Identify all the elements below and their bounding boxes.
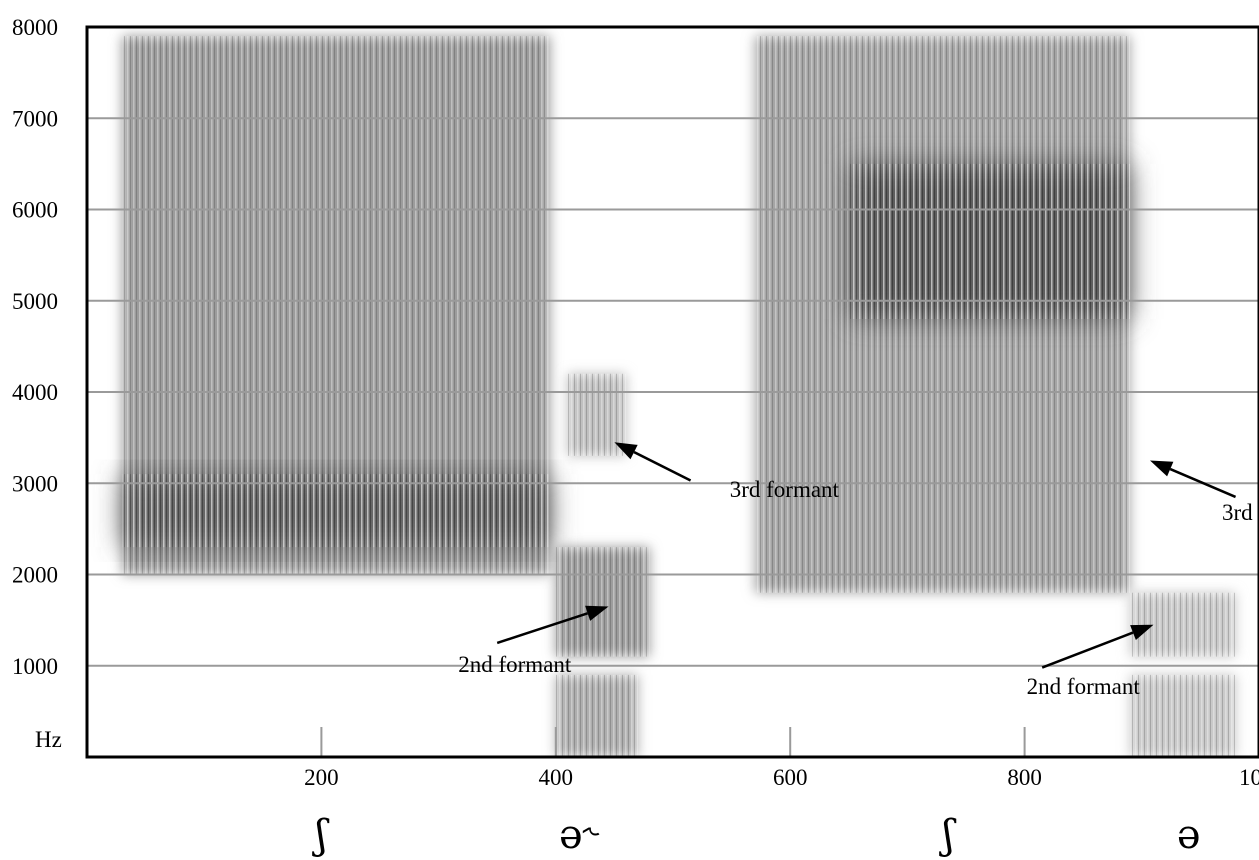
- segment-label-2: ə˞: [559, 812, 600, 858]
- annotation-arrow-line: [1169, 467, 1237, 499]
- y-tick-label-8000: 8000: [12, 15, 58, 40]
- x-tick-label-1000: 1000ms: [1239, 765, 1259, 790]
- striation-vowel-1st-formant: [555, 674, 638, 757]
- striation-overlay: [122, 36, 1236, 757]
- striation-vowel-2nd-formant: [1130, 592, 1236, 657]
- phonetic-segment-labels: ʃ ə˞ ʃ ə: [312, 812, 1201, 858]
- y-tick-label-4000: 4000: [12, 380, 58, 405]
- annotation-label: 2nd formant: [458, 652, 572, 677]
- annotation-1: 3rd formant: [614, 442, 840, 502]
- y-tick-label-3000: 3000: [12, 471, 58, 496]
- striation-vowel-1st-formant: [1130, 674, 1236, 757]
- y-tick-label-6000: 6000: [12, 198, 58, 223]
- gridlines: [87, 117, 1259, 667]
- annotation-arrow-head: [1150, 460, 1174, 477]
- x-axis-tick-labels: 200 400 600 800 1000ms: [304, 765, 1259, 790]
- plot-area: [85, 25, 1259, 759]
- annotation-arrow-line: [633, 450, 692, 482]
- annotation-label: 2nd formant: [1027, 674, 1141, 699]
- y-tick-label-2000: 2000: [12, 563, 58, 588]
- annotation-arrow-head: [614, 442, 638, 460]
- annotation-2: 2nd formant: [458, 605, 609, 677]
- annotation-arrow-head: [585, 605, 609, 621]
- x-axis-ticks: [320, 727, 1259, 757]
- annotation-4: 2nd formant: [1027, 624, 1154, 699]
- striation-fricative-high-band: [848, 163, 1131, 319]
- striation-vowel-3rd-formant: [567, 373, 627, 456]
- x-tick-label-400: 400: [539, 765, 574, 790]
- formant-annotations: 3rd formant 2nd formant 3rd formant 2nd for…: [458, 442, 1259, 699]
- y-tick-label-5000: 5000: [12, 289, 58, 314]
- x-tick-label-200: 200: [304, 765, 339, 790]
- plot-frame: [85, 25, 1259, 759]
- annotation-label: 3rd formant: [730, 477, 840, 502]
- y-axis-unit-label: Hz: [35, 727, 62, 752]
- annotation-arrow-line: [496, 612, 589, 645]
- annotation-arrow-line: [1041, 631, 1134, 669]
- segment-label-4: ə: [1177, 812, 1201, 858]
- x-tick-label-800: 800: [1007, 765, 1042, 790]
- annotation-3: 3rd formant: [1150, 460, 1259, 525]
- segment-label-3: ʃ: [939, 812, 957, 858]
- annotation-arrow-head: [1130, 624, 1154, 641]
- striation-vowel-2nd-formant: [555, 547, 650, 657]
- annotation-label: 3rd formant: [1222, 500, 1259, 525]
- segment-label-1: ʃ: [312, 812, 330, 858]
- y-axis-tick-labels: 1000 2000 3000 4000 5000 6000 7000 8000: [12, 15, 58, 679]
- x-tick-label-600: 600: [773, 765, 808, 790]
- y-tick-label-1000: 1000: [12, 654, 58, 679]
- striation-fricative-low-band: [122, 474, 550, 548]
- y-tick-label-7000: 7000: [12, 106, 58, 131]
